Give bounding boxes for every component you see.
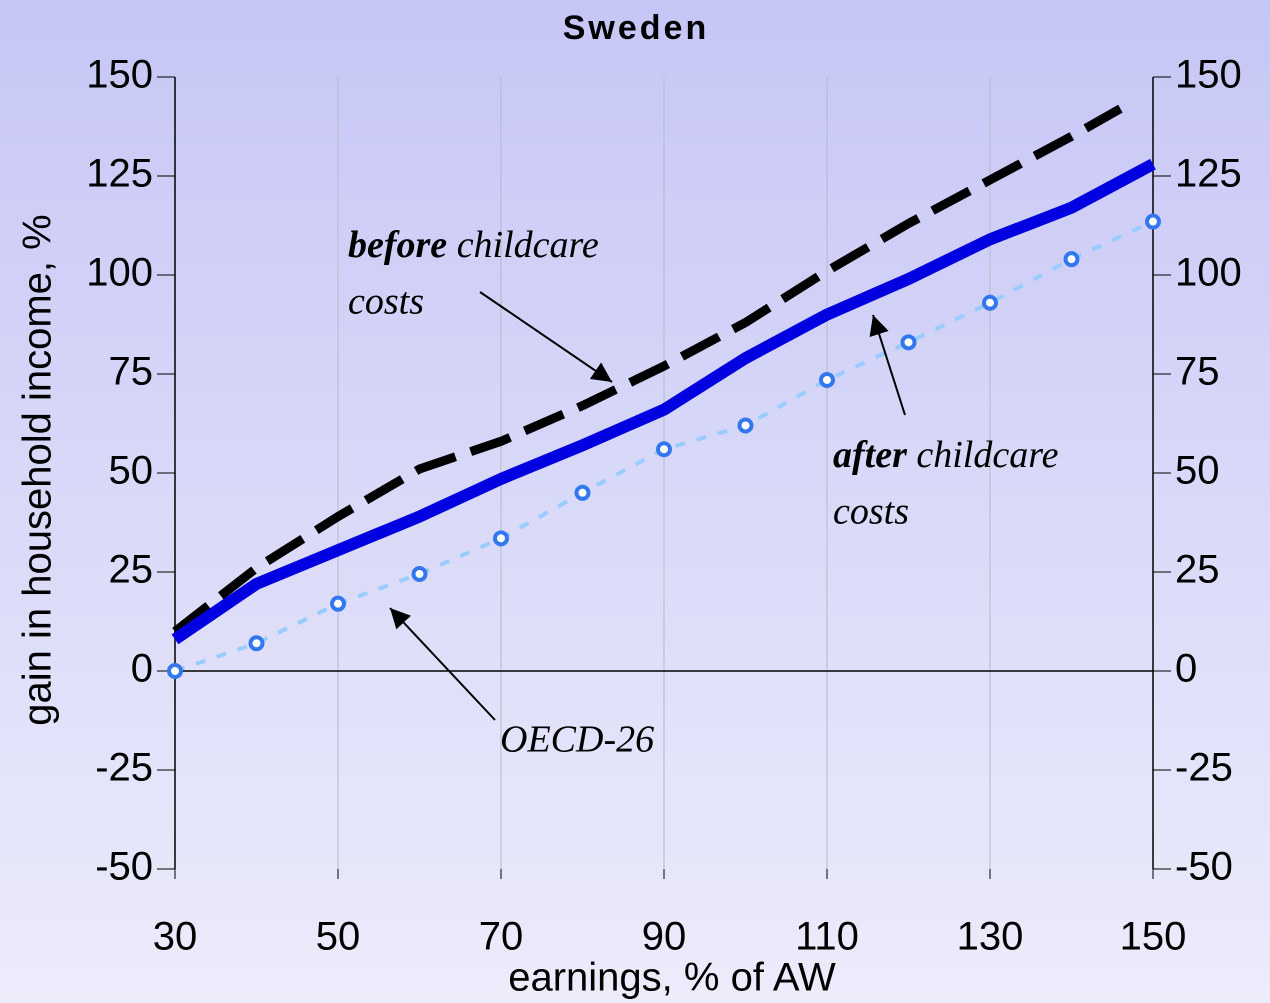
- x-tick-label: 110: [795, 915, 859, 959]
- annotation: costs: [833, 491, 909, 533]
- marker: [493, 530, 509, 547]
- x-tick-label: 30: [153, 915, 198, 959]
- marker: [1145, 213, 1161, 230]
- y-tick-label: 150: [86, 53, 153, 97]
- y-tick-label: 75: [109, 350, 154, 394]
- y2-tick-label: -50: [1175, 845, 1233, 889]
- y2-tick-label: 25: [1175, 548, 1220, 592]
- y2-tick-label: 150: [1175, 53, 1242, 97]
- marker: [982, 294, 998, 311]
- y-tick-label: 125: [86, 152, 153, 196]
- x-tick-label: 150: [1120, 915, 1187, 959]
- marker: [411, 565, 428, 582]
- y-tick-label: 100: [86, 251, 153, 295]
- annotation: before childcare: [348, 224, 599, 266]
- x-tick-label: 50: [316, 915, 361, 959]
- y-tick-label: -50: [95, 845, 153, 889]
- plot-area: 30 50 70 90 110 130 150 -50 -50 -25 -25 0 0 25 25 50 50 7…: [86, 53, 1242, 959]
- annotation: after childcare: [833, 434, 1059, 476]
- y2-tick-label: 50: [1175, 449, 1220, 493]
- marker: [574, 484, 591, 501]
- y-axis-label: gain in household income, %: [16, 214, 60, 725]
- marker: [819, 371, 835, 388]
- y2-tick-label: 125: [1175, 152, 1242, 196]
- y-tick-label: 0: [131, 647, 153, 691]
- x-tick-label: 130: [957, 915, 1024, 959]
- arrow: [869, 314, 906, 416]
- y2-tick-label: 0: [1175, 647, 1197, 691]
- y2-tick-label: -25: [1175, 746, 1233, 790]
- chart-title: Sweden: [563, 9, 709, 47]
- annotation: costs: [348, 281, 424, 323]
- y-tick-label: -25: [95, 746, 153, 790]
- y2-tick-label: 100: [1175, 251, 1242, 295]
- arrow: [389, 607, 496, 721]
- y-tick-label: 25: [109, 548, 154, 592]
- marker: [1063, 251, 1080, 268]
- arrow: [479, 291, 613, 383]
- series-line: [172, 104, 1123, 635]
- y-tick-label: 50: [109, 449, 154, 493]
- marker: [656, 441, 672, 458]
- marker: [330, 595, 346, 612]
- marker: [737, 417, 754, 434]
- annotation: OECD-26: [500, 719, 654, 761]
- marker: [167, 663, 183, 679]
- y2-tick-label: 75: [1175, 350, 1220, 394]
- series-line: [171, 158, 1156, 645]
- x-tick-label: 70: [479, 915, 524, 959]
- x-axis-label: earnings, % of AW: [508, 956, 836, 1000]
- marker: [900, 334, 917, 351]
- x-tick-label: 90: [642, 915, 687, 959]
- marker: [248, 635, 265, 652]
